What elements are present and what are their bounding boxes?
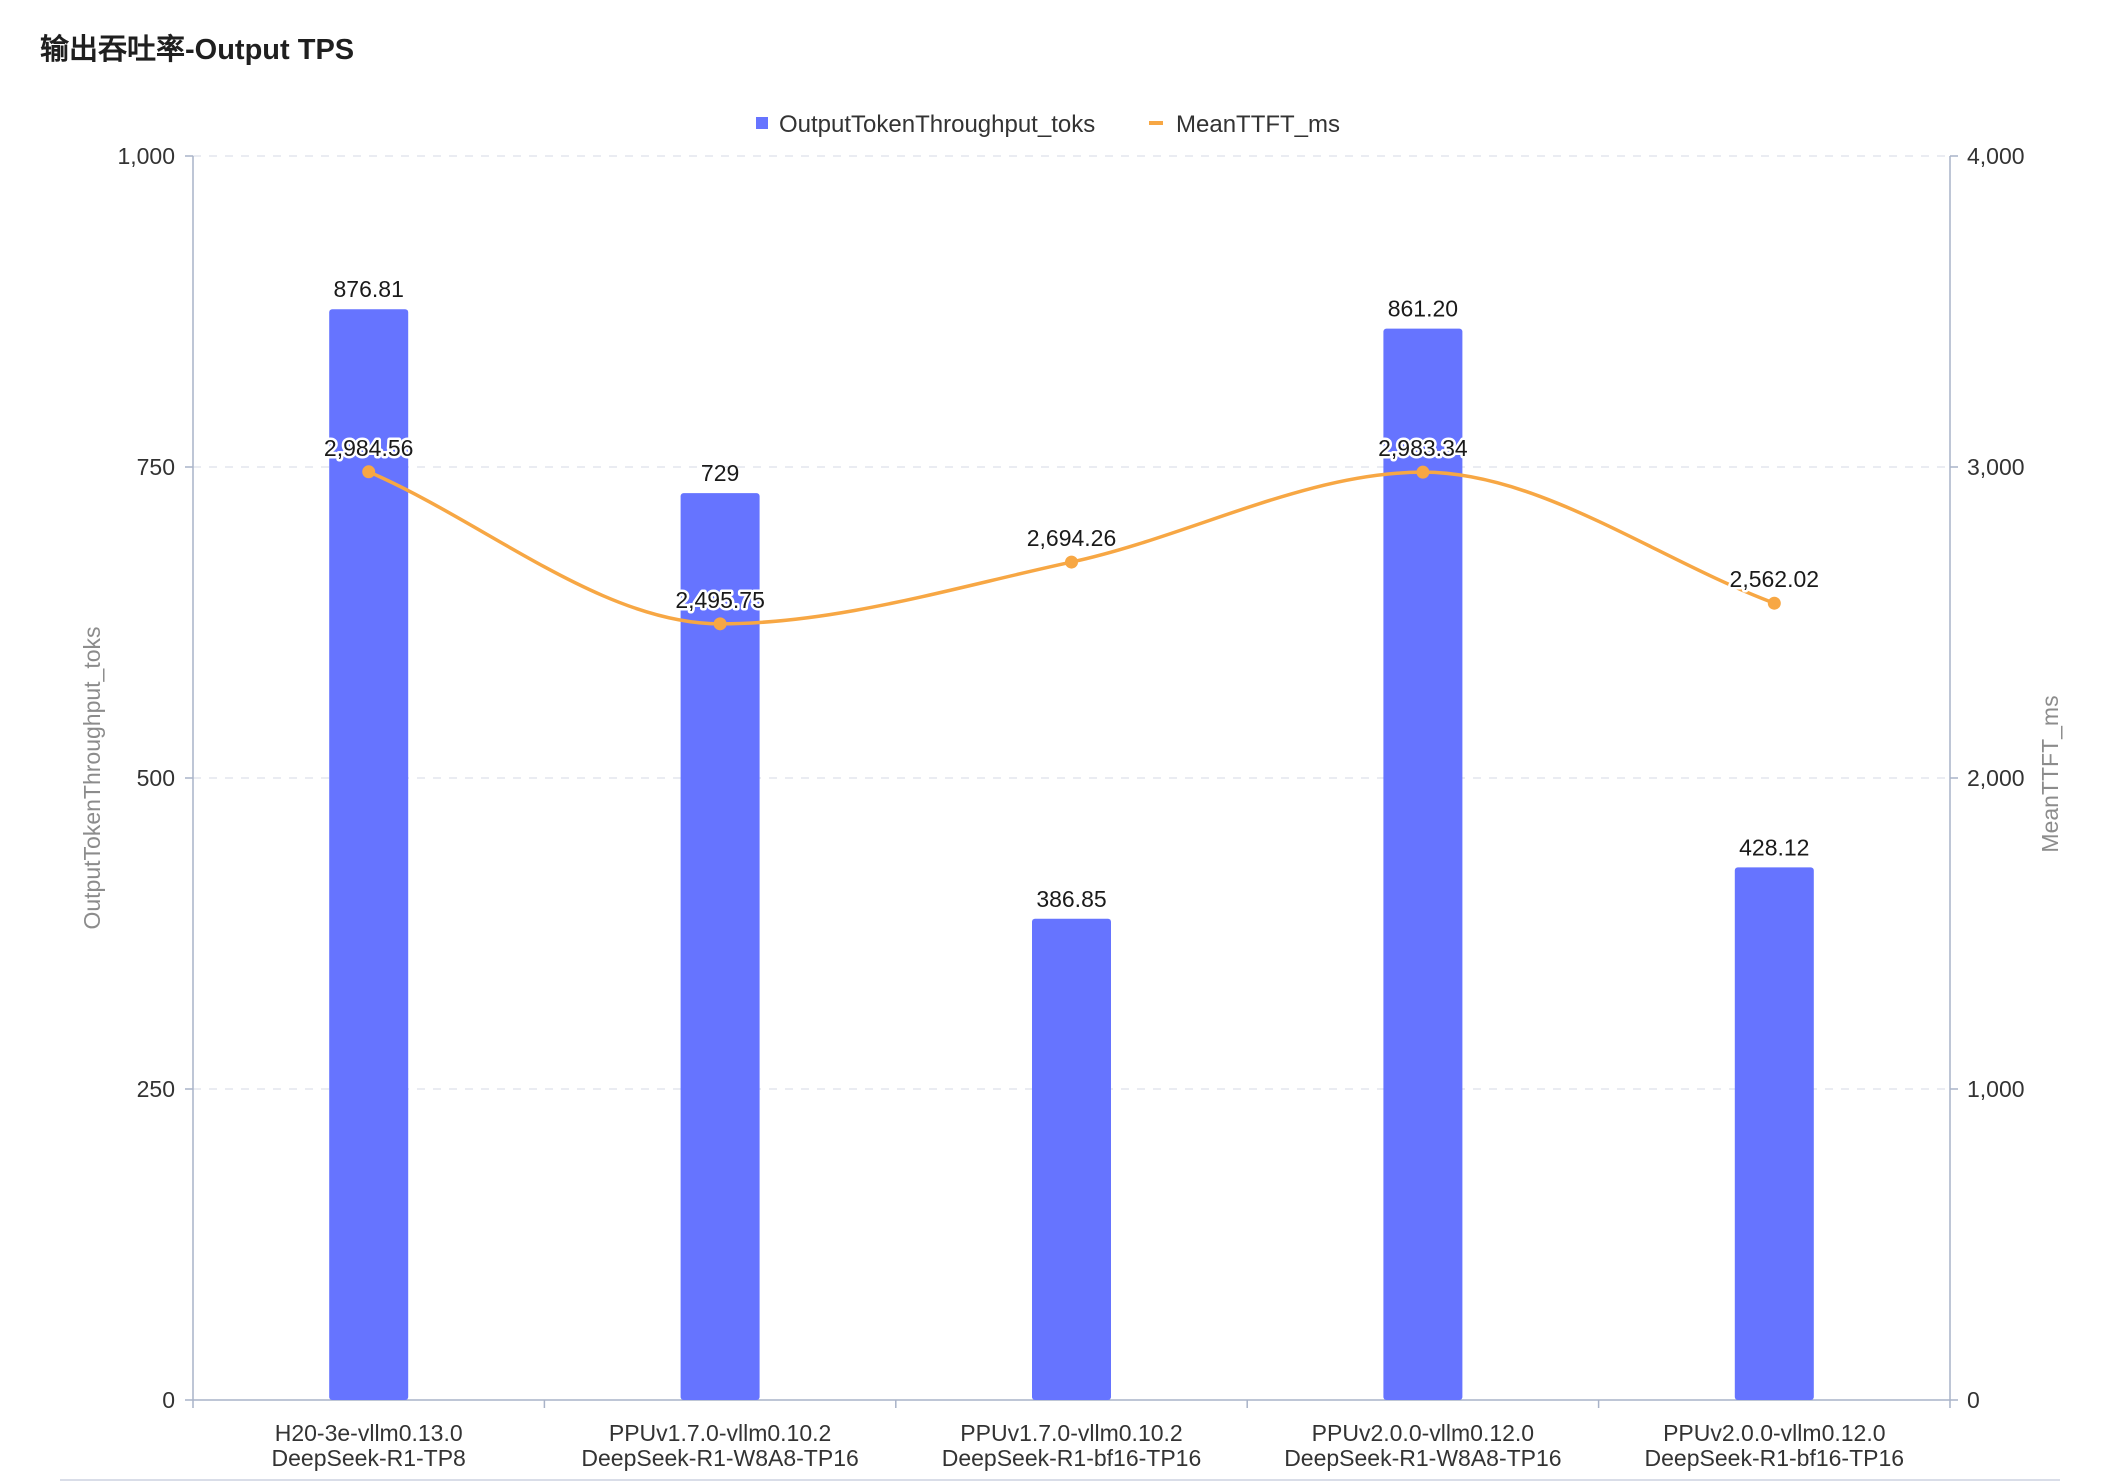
y-right-tick-label: 0 [1967, 1387, 1980, 1413]
y-left-tick-label: 0 [162, 1387, 175, 1413]
bar-value-label: 428.12 [1739, 834, 1809, 860]
y-right-axis-title: MeanTTFT_ms [2037, 695, 2063, 852]
line-value-label: 2,984.56 [324, 435, 414, 461]
y-right-tick-label: 2,000 [1967, 765, 2025, 791]
x-tick-label: PPUv1.7.0-vllm0.10.2 DeepSeek-R1-bf16-TP1… [942, 1420, 1202, 1471]
x-tick-label: PPUv1.7.0-vllm0.10.2 DeepSeek-R1-W8A8-TP1… [581, 1420, 858, 1471]
legend-label-line: MeanTTFT_ms [1176, 111, 1340, 138]
line-series [362, 465, 1781, 631]
x-tick-label-line: H20-3e-vllm0.13.0 [275, 1420, 463, 1446]
bar[interactable] [1383, 328, 1463, 1400]
x-tick-label: PPUv2.0.0-vllm0.12.0 DeepSeek-R1-bf16-TP1… [1645, 1420, 1905, 1471]
bar-series [329, 309, 1814, 1401]
y-left-axis-title: OutputTokenThroughput_toks [79, 626, 105, 929]
bar[interactable] [1734, 867, 1814, 1400]
x-tick-label-line: PPUv1.7.0-vllm0.10.2 [609, 1420, 831, 1446]
legend-swatch-bar [756, 117, 768, 129]
x-tick-label-line: DeepSeek-R1-TP8 [272, 1445, 466, 1471]
y-right-tick-label: 1,000 [1967, 1076, 2025, 1102]
axes: 0 250 500 750 1,000 0 1,000 2,000 3,000 4,000 Outp… [79, 143, 2063, 1471]
line-value-label: 2,495.75 [675, 587, 765, 613]
bar-value-label: 386.85 [1036, 886, 1106, 912]
bar[interactable] [1032, 918, 1111, 1400]
y-left-tick-label: 750 [137, 454, 175, 480]
grid-lines [193, 155, 1950, 1090]
x-tick-label-line: PPUv1.7.0-vllm0.10.2 [960, 1420, 1182, 1446]
line-point[interactable] [362, 465, 376, 479]
x-tick-label-line: DeepSeek-R1-bf16-TP16 [942, 1445, 1202, 1471]
y-left-tick-label: 250 [137, 1076, 175, 1102]
data-labels: 876.81 729 386.85 861.20 428.12 2,984.56 2,495… [321, 276, 1821, 912]
y-right-tick-label: 4,000 [1967, 143, 2025, 169]
legend-item-bar[interactable]: OutputTokenThroughput_toks [756, 111, 1095, 138]
x-tick-label-line: DeepSeek-R1-W8A8-TP16 [1284, 1445, 1561, 1471]
line-value-label: 2,983.34 [1378, 435, 1468, 461]
x-tick-label-line: DeepSeek-R1-bf16-TP16 [1645, 1445, 1905, 1471]
line-point[interactable] [1416, 465, 1430, 479]
legend[interactable]: OutputTokenThroughput_toks MeanTTFT_ms [756, 111, 1340, 138]
bar-value-label: 861.20 [1388, 296, 1458, 322]
line-point[interactable] [1767, 596, 1781, 610]
bar[interactable] [680, 493, 760, 1400]
line-value-label: 2,694.26 [1027, 525, 1117, 551]
legend-label-bar: OutputTokenThroughput_toks [779, 111, 1095, 138]
x-tick-label: H20-3e-vllm0.13.0 DeepSeek-R1-TP8 [272, 1420, 466, 1471]
x-tick-label-line: PPUv2.0.0-vllm0.12.0 [1312, 1420, 1534, 1446]
legend-item-line[interactable]: MeanTTFT_ms [1149, 111, 1340, 138]
bar[interactable] [329, 309, 409, 1401]
chart-panel-title: 输出吞吐率-Output TPS [40, 34, 355, 66]
x-tick-label-line: DeepSeek-R1-W8A8-TP16 [581, 1445, 858, 1471]
bar-value-label: 876.81 [334, 276, 404, 302]
bar-value-label: 729 [701, 460, 739, 486]
x-tick-label: PPUv2.0.0-vllm0.12.0 DeepSeek-R1-W8A8-TP1… [1284, 1420, 1561, 1471]
line-point[interactable] [1065, 555, 1078, 569]
x-tick-label-line: PPUv2.0.0-vllm0.12.0 [1663, 1420, 1885, 1446]
line-point[interactable] [713, 617, 727, 631]
divider [60, 1479, 2060, 1481]
y-right-tick-label: 3,000 [1967, 454, 2025, 480]
y-left-tick-label: 500 [137, 765, 175, 791]
line-value-label: 2,562.02 [1730, 566, 1820, 592]
y-left-tick-label: 1,000 [117, 143, 175, 169]
